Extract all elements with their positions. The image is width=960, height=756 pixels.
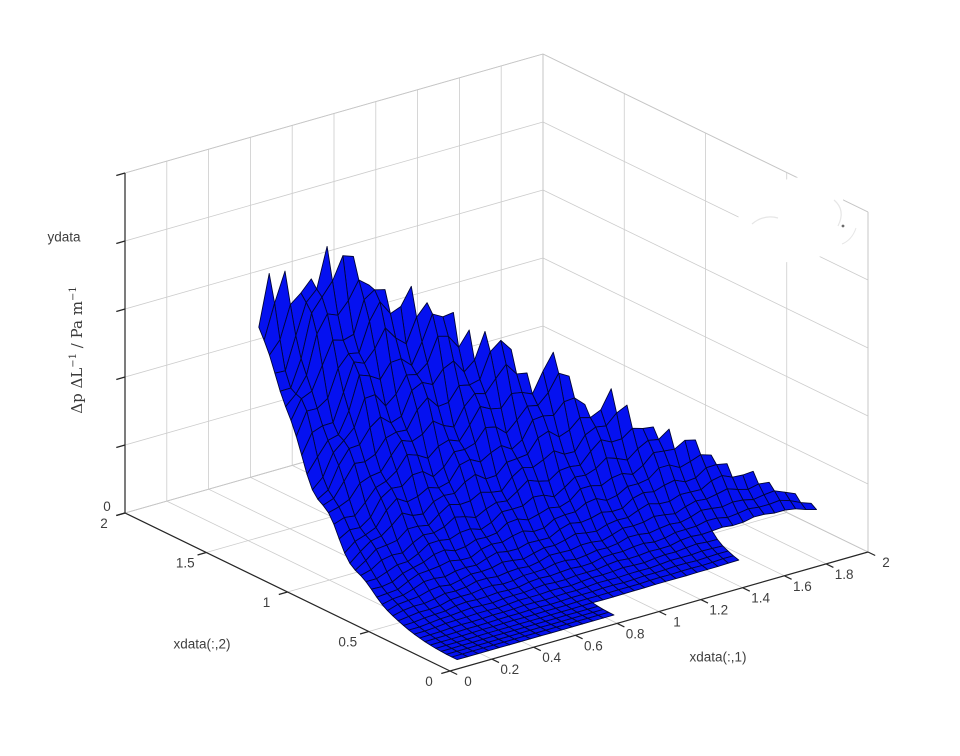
x-tick-label: 1.4: [751, 591, 770, 606]
wall-grid-z: [124, 121, 544, 242]
z-axis-label-part2: / Pa m: [68, 301, 86, 353]
ydata-annotation: ydata: [47, 229, 81, 245]
wall-grid-z: [542, 325, 869, 485]
x-tick-label: 1.8: [835, 567, 854, 582]
y-tick-label: 0.5: [338, 635, 357, 650]
y-tick-label: 1.5: [176, 556, 195, 571]
y-tick-label: 0: [425, 674, 433, 689]
smudge-wisp: [751, 216, 779, 225]
tick-mark: [616, 622, 625, 628]
tick-mark: [441, 670, 451, 675]
tick-mark: [116, 512, 126, 517]
axes: 0 0.2 0.4 0.6 0.8 1 1.2 1.4 1.6 1.8 2 0 0.5 1 1.5 2 0: [100, 172, 890, 689]
y-tick-label: 2: [100, 516, 108, 531]
x-tick-label: 2: [882, 555, 890, 570]
tick-mark: [359, 630, 369, 635]
tick-mark: [867, 551, 876, 557]
tick-mark: [575, 634, 583, 640]
y-axis-label: xdata(:,2): [173, 636, 231, 652]
x-tick-label: 1.6: [793, 579, 812, 594]
surface-mesh: [258, 245, 817, 661]
tick-mark: [197, 551, 207, 556]
smudge-blob: [737, 177, 844, 263]
y-tick-label: 1: [263, 595, 271, 610]
box-edge: [124, 53, 544, 174]
tick-mark: [658, 610, 667, 616]
tick-mark: [491, 658, 500, 664]
x-tick-label: 0: [464, 674, 472, 689]
wall-grid-z: [542, 257, 869, 417]
tick-mark: [116, 240, 126, 245]
smudge-dot: [841, 224, 845, 228]
tick-mark: [449, 670, 458, 676]
wall-grid-z: [124, 189, 544, 310]
x-tick-label: 1.2: [709, 603, 728, 618]
tick-mark: [278, 591, 288, 596]
x-tick-label: 0.6: [584, 638, 603, 653]
z-axis-label-part1: Δp ΔL: [68, 367, 86, 414]
tick-mark: [116, 308, 126, 313]
z-axis-label-sup2: −1: [68, 286, 79, 302]
tick-mark: [116, 444, 126, 449]
tick-mark: [742, 587, 751, 592]
x-axis-label: xdata(:,1): [689, 649, 747, 665]
z-axis-label: Δp ΔL−1 / Pa m−1: [68, 286, 86, 413]
z-axis-label-sup1: −1: [68, 352, 79, 368]
smudge-wisp: [833, 199, 842, 227]
tick-mark: [116, 172, 126, 177]
tick-mark: [533, 646, 542, 652]
tick-mark: [825, 563, 834, 568]
tick-mark: [784, 575, 792, 580]
tick-mark: [116, 376, 126, 381]
smudge-wisp: [841, 227, 857, 245]
x-tick-label: 0.8: [626, 626, 645, 641]
surface-quad: [451, 653, 469, 661]
x-tick-label: 1: [673, 615, 681, 630]
z-tick-label: 0: [103, 499, 111, 514]
x-tick-label: 0.2: [500, 662, 519, 677]
wall-grid-z: [542, 189, 869, 349]
tick-mark: [700, 599, 709, 604]
smudge-patch: [737, 177, 857, 263]
x-tick-label: 0.4: [542, 650, 561, 665]
